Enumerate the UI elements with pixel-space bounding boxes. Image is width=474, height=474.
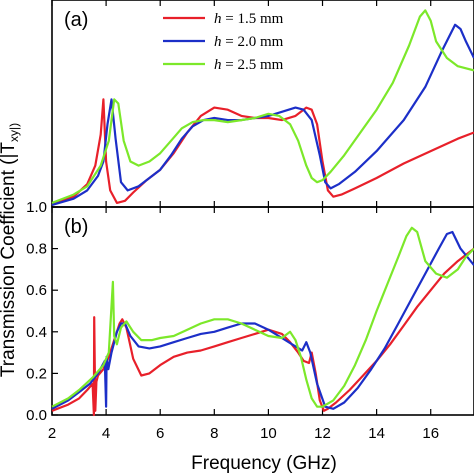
panel-a-series-green-line <box>51 9 474 204</box>
x-tick-label: 4 <box>102 425 110 442</box>
y-tick-label: 0.6 <box>26 282 47 299</box>
panel-b-series-blue-line <box>51 230 474 410</box>
x-tick-label: 12 <box>314 425 331 442</box>
legend-math: h <box>214 34 222 50</box>
legend-rest: = 2.5 mm <box>222 57 284 73</box>
y-axis-title-sub: xy|) <box>7 123 21 142</box>
panel-a-label: (a) <box>64 9 88 31</box>
legend-math: h <box>214 11 222 27</box>
y-axis-title: Transmission Coefficient (|Txy|) <box>0 123 21 377</box>
x-tick-label: 6 <box>156 425 164 442</box>
x-tick-label: 16 <box>422 425 439 442</box>
legend: h = 1.5 mmh = 2.0 mmh = 2.5 mm <box>163 11 284 73</box>
y-tick-label: 0.0 <box>26 407 47 424</box>
panel-b-series <box>51 226 474 417</box>
legend-label-blue: h = 2.0 mm <box>214 34 284 50</box>
x-tick-label: 2 <box>48 425 56 442</box>
panel-b: 0.0 0.2 0.4 0.6 0.8 1.0 (b) <box>26 199 474 424</box>
y-tick-label: 0.8 <box>26 241 47 258</box>
legend-math: h <box>214 57 222 73</box>
x-tick-label: 10 <box>260 425 277 442</box>
panel-b-label: (b) <box>64 216 88 238</box>
panel-a-x-ticks <box>51 0 432 207</box>
panel-b-series-green-line <box>51 226 474 408</box>
x-axis-title: Frequency (GHz) <box>191 453 337 474</box>
y-tick-label: 0.2 <box>26 365 47 382</box>
x-tick-label: 14 <box>368 425 385 442</box>
legend-label-red: h = 1.5 mm <box>214 11 284 27</box>
legend-rest: = 1.5 mm <box>222 11 284 27</box>
panel-b-frame <box>51 206 474 416</box>
legend-rest: = 2.0 mm <box>222 34 284 50</box>
panel-a: (a) h = 1.5 mmh = 2.0 mmh = 2.5 mm <box>51 0 474 208</box>
y-tick-label: 1.0 <box>26 199 47 216</box>
x-tick-label: 8 <box>210 425 218 442</box>
y-tick-label: 0.4 <box>26 324 47 341</box>
panel-a-frame <box>51 0 474 208</box>
panel-b-series-red-line <box>51 247 474 417</box>
panel-a-series <box>51 9 474 206</box>
y-axis-title-main: Transmission Coefficient (|T <box>0 142 19 378</box>
legend-label-green: h = 2.5 mm <box>214 57 284 73</box>
x-axis: 2 4 6 8 10 12 14 16 <box>48 425 439 442</box>
